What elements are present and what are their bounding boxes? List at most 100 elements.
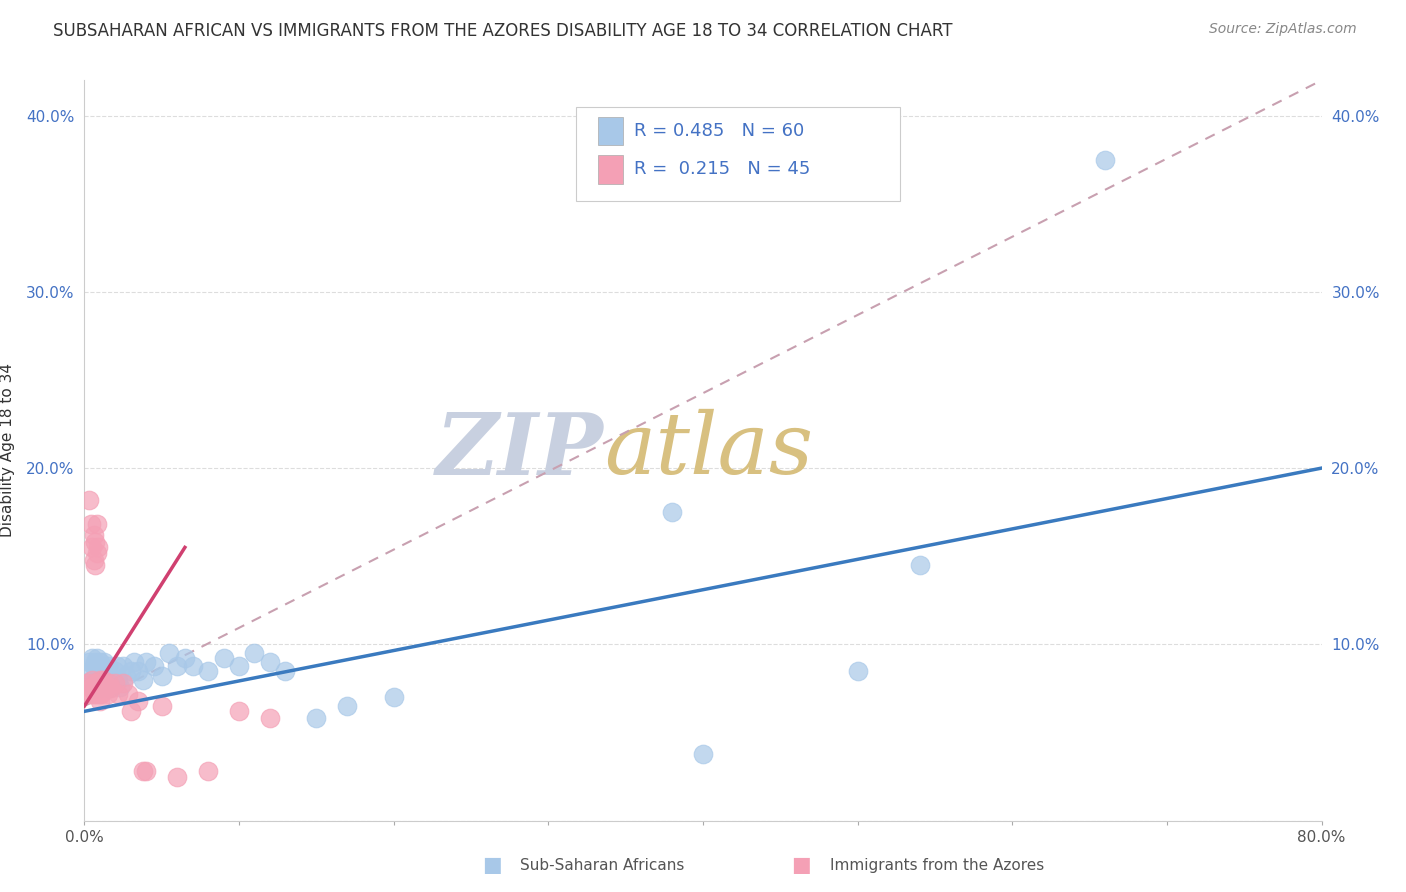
Point	[79, 681, 101, 696]
Text: ■: ■	[482, 855, 502, 875]
Point	[89, 680, 111, 694]
Point	[82, 541, 104, 555]
Point	[105, 658, 128, 673]
Point	[90, 669, 112, 683]
Point	[166, 658, 188, 673]
Text: atlas: atlas	[605, 409, 813, 491]
Point	[79, 517, 101, 532]
Point	[76, 676, 98, 690]
Point	[93, 676, 115, 690]
Point	[112, 658, 135, 673]
Text: Sub-Saharan Africans: Sub-Saharan Africans	[520, 858, 685, 872]
Point	[120, 704, 142, 718]
Point	[84, 655, 107, 669]
Point	[104, 664, 127, 678]
Point	[382, 690, 405, 705]
Point	[83, 658, 105, 673]
Point	[90, 681, 112, 696]
Point	[96, 669, 118, 683]
Point	[82, 651, 104, 665]
Point	[150, 699, 173, 714]
Point	[115, 669, 138, 683]
Text: Immigrants from the Azores: Immigrants from the Azores	[830, 858, 1043, 872]
Point	[120, 664, 142, 678]
Point	[93, 669, 115, 683]
Point	[77, 655, 100, 669]
Point	[84, 681, 107, 696]
Point	[274, 664, 297, 678]
Point	[135, 764, 157, 779]
Point	[132, 673, 155, 687]
Point	[122, 655, 145, 669]
Point	[197, 664, 219, 678]
Text: R =  0.215   N = 45: R = 0.215 N = 45	[634, 161, 810, 178]
Point	[86, 687, 108, 701]
Point	[107, 687, 129, 701]
Point	[107, 673, 129, 687]
Point	[89, 687, 111, 701]
Point	[83, 528, 105, 542]
Point	[212, 651, 235, 665]
Point	[135, 655, 157, 669]
Text: ■: ■	[792, 855, 811, 875]
Point	[77, 687, 100, 701]
Point	[108, 680, 131, 694]
Point	[94, 681, 117, 696]
Point	[84, 687, 107, 701]
Point	[91, 673, 114, 687]
Point	[94, 664, 117, 678]
Point	[100, 673, 122, 687]
Point	[87, 673, 110, 687]
Point	[82, 673, 104, 687]
Point	[181, 658, 204, 673]
Point	[82, 687, 104, 701]
Point	[86, 651, 108, 665]
Point	[336, 699, 359, 714]
Point	[98, 681, 121, 696]
Point	[174, 651, 197, 665]
Point	[87, 662, 110, 676]
Point	[908, 558, 931, 572]
Point	[89, 676, 111, 690]
Point	[692, 747, 714, 761]
Point	[87, 681, 110, 696]
Point	[228, 658, 250, 673]
Point	[91, 676, 114, 690]
Point	[661, 505, 683, 519]
Point	[86, 664, 108, 678]
Point	[84, 669, 107, 683]
Point	[86, 676, 108, 690]
Point	[86, 676, 108, 690]
Point	[100, 681, 122, 696]
Point	[243, 646, 266, 660]
Point	[228, 704, 250, 718]
Text: ZIP: ZIP	[436, 409, 605, 492]
Point	[1094, 153, 1116, 167]
Point	[150, 669, 173, 683]
Point	[86, 546, 108, 560]
Point	[846, 664, 869, 678]
Point	[83, 676, 105, 690]
Point	[87, 541, 110, 555]
Y-axis label: Disability Age 18 to 34: Disability Age 18 to 34	[0, 363, 15, 538]
Point	[77, 492, 100, 507]
Point	[132, 764, 155, 779]
Point	[94, 676, 117, 690]
Point	[112, 676, 135, 690]
Point	[79, 664, 101, 678]
Text: R = 0.485   N = 60: R = 0.485 N = 60	[634, 122, 804, 140]
Point	[166, 770, 188, 784]
Point	[101, 676, 124, 690]
Point	[89, 655, 111, 669]
Point	[84, 535, 107, 549]
Point	[82, 673, 104, 687]
Point	[143, 658, 166, 673]
Point	[96, 687, 118, 701]
Point	[127, 694, 149, 708]
Point	[98, 676, 121, 690]
Point	[93, 655, 115, 669]
Point	[127, 664, 149, 678]
Point	[89, 673, 111, 687]
Text: Source: ZipAtlas.com: Source: ZipAtlas.com	[1209, 22, 1357, 37]
Point	[89, 694, 111, 708]
